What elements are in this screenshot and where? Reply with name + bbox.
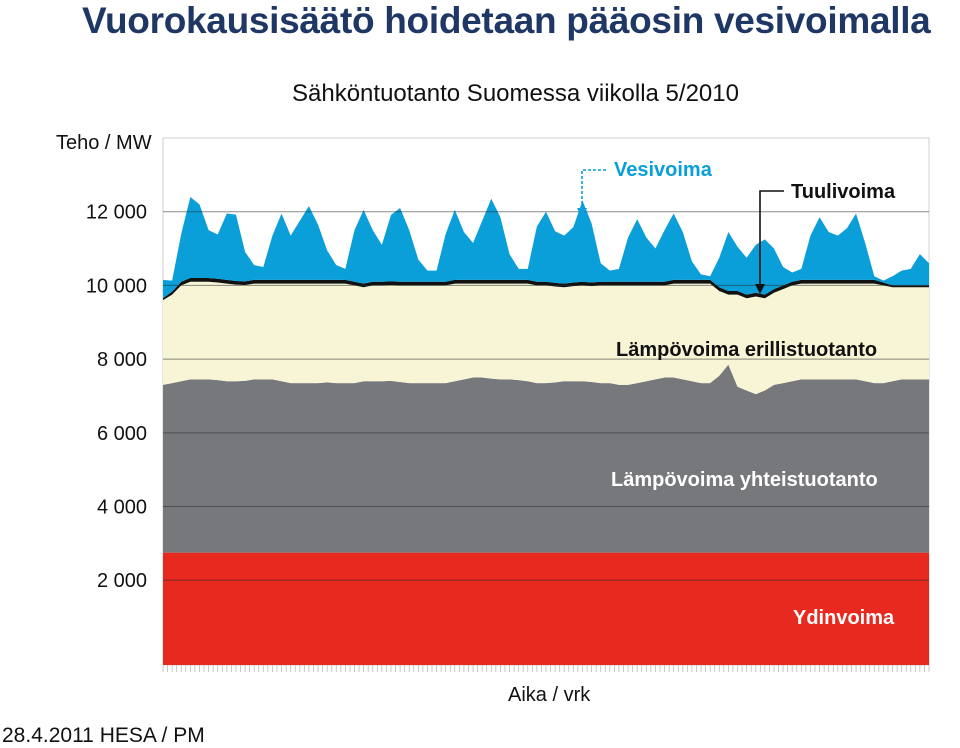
footer-text: 28.4.2011 HESA / PM bbox=[2, 724, 205, 747]
y-tick-label: 12 000 bbox=[86, 202, 147, 224]
y-tick-label: 6 000 bbox=[97, 423, 147, 445]
area-vesivoima bbox=[163, 196, 929, 299]
annotation-vesivoima: Vesivoima bbox=[614, 159, 713, 181]
area-lampovoima-erillistuotanto bbox=[163, 281, 929, 395]
y-tick-label: 4 000 bbox=[97, 497, 147, 519]
chart-title: Sähköntuotanto Suomessa viikolla 5/2010 bbox=[292, 80, 739, 107]
y-axis-label: Teho / MW bbox=[56, 132, 152, 154]
x-axis-label: Aika / vrk bbox=[508, 684, 591, 706]
arrow-vesivoima bbox=[581, 169, 606, 212]
annotation-lampovoima-erillistuotanto: Lämpövoima erillistuotanto bbox=[616, 339, 877, 361]
annotation-lampovoima-yhteistuotanto: Lämpövoima yhteistuotanto bbox=[611, 469, 878, 491]
y-tick-label: 10 000 bbox=[86, 275, 147, 297]
arrowhead-vesivoima bbox=[577, 208, 587, 218]
arrowhead-tuulivoima bbox=[755, 284, 765, 294]
annotation-ydinvoima: Ydinvoima bbox=[793, 607, 895, 629]
annotation-tuulivoima: Tuulivoima bbox=[791, 181, 896, 203]
y-tick-label: 8 000 bbox=[97, 349, 147, 371]
area-tuulivoima bbox=[163, 278, 929, 301]
page-title: Vuorokausisäätö hoidetaan pääosin vesivo… bbox=[82, 0, 931, 41]
y-tick-label: 2 000 bbox=[97, 570, 147, 592]
arrow-tuulivoima bbox=[759, 190, 784, 288]
area-lampovoima-yhteistuotanto bbox=[163, 364, 929, 553]
